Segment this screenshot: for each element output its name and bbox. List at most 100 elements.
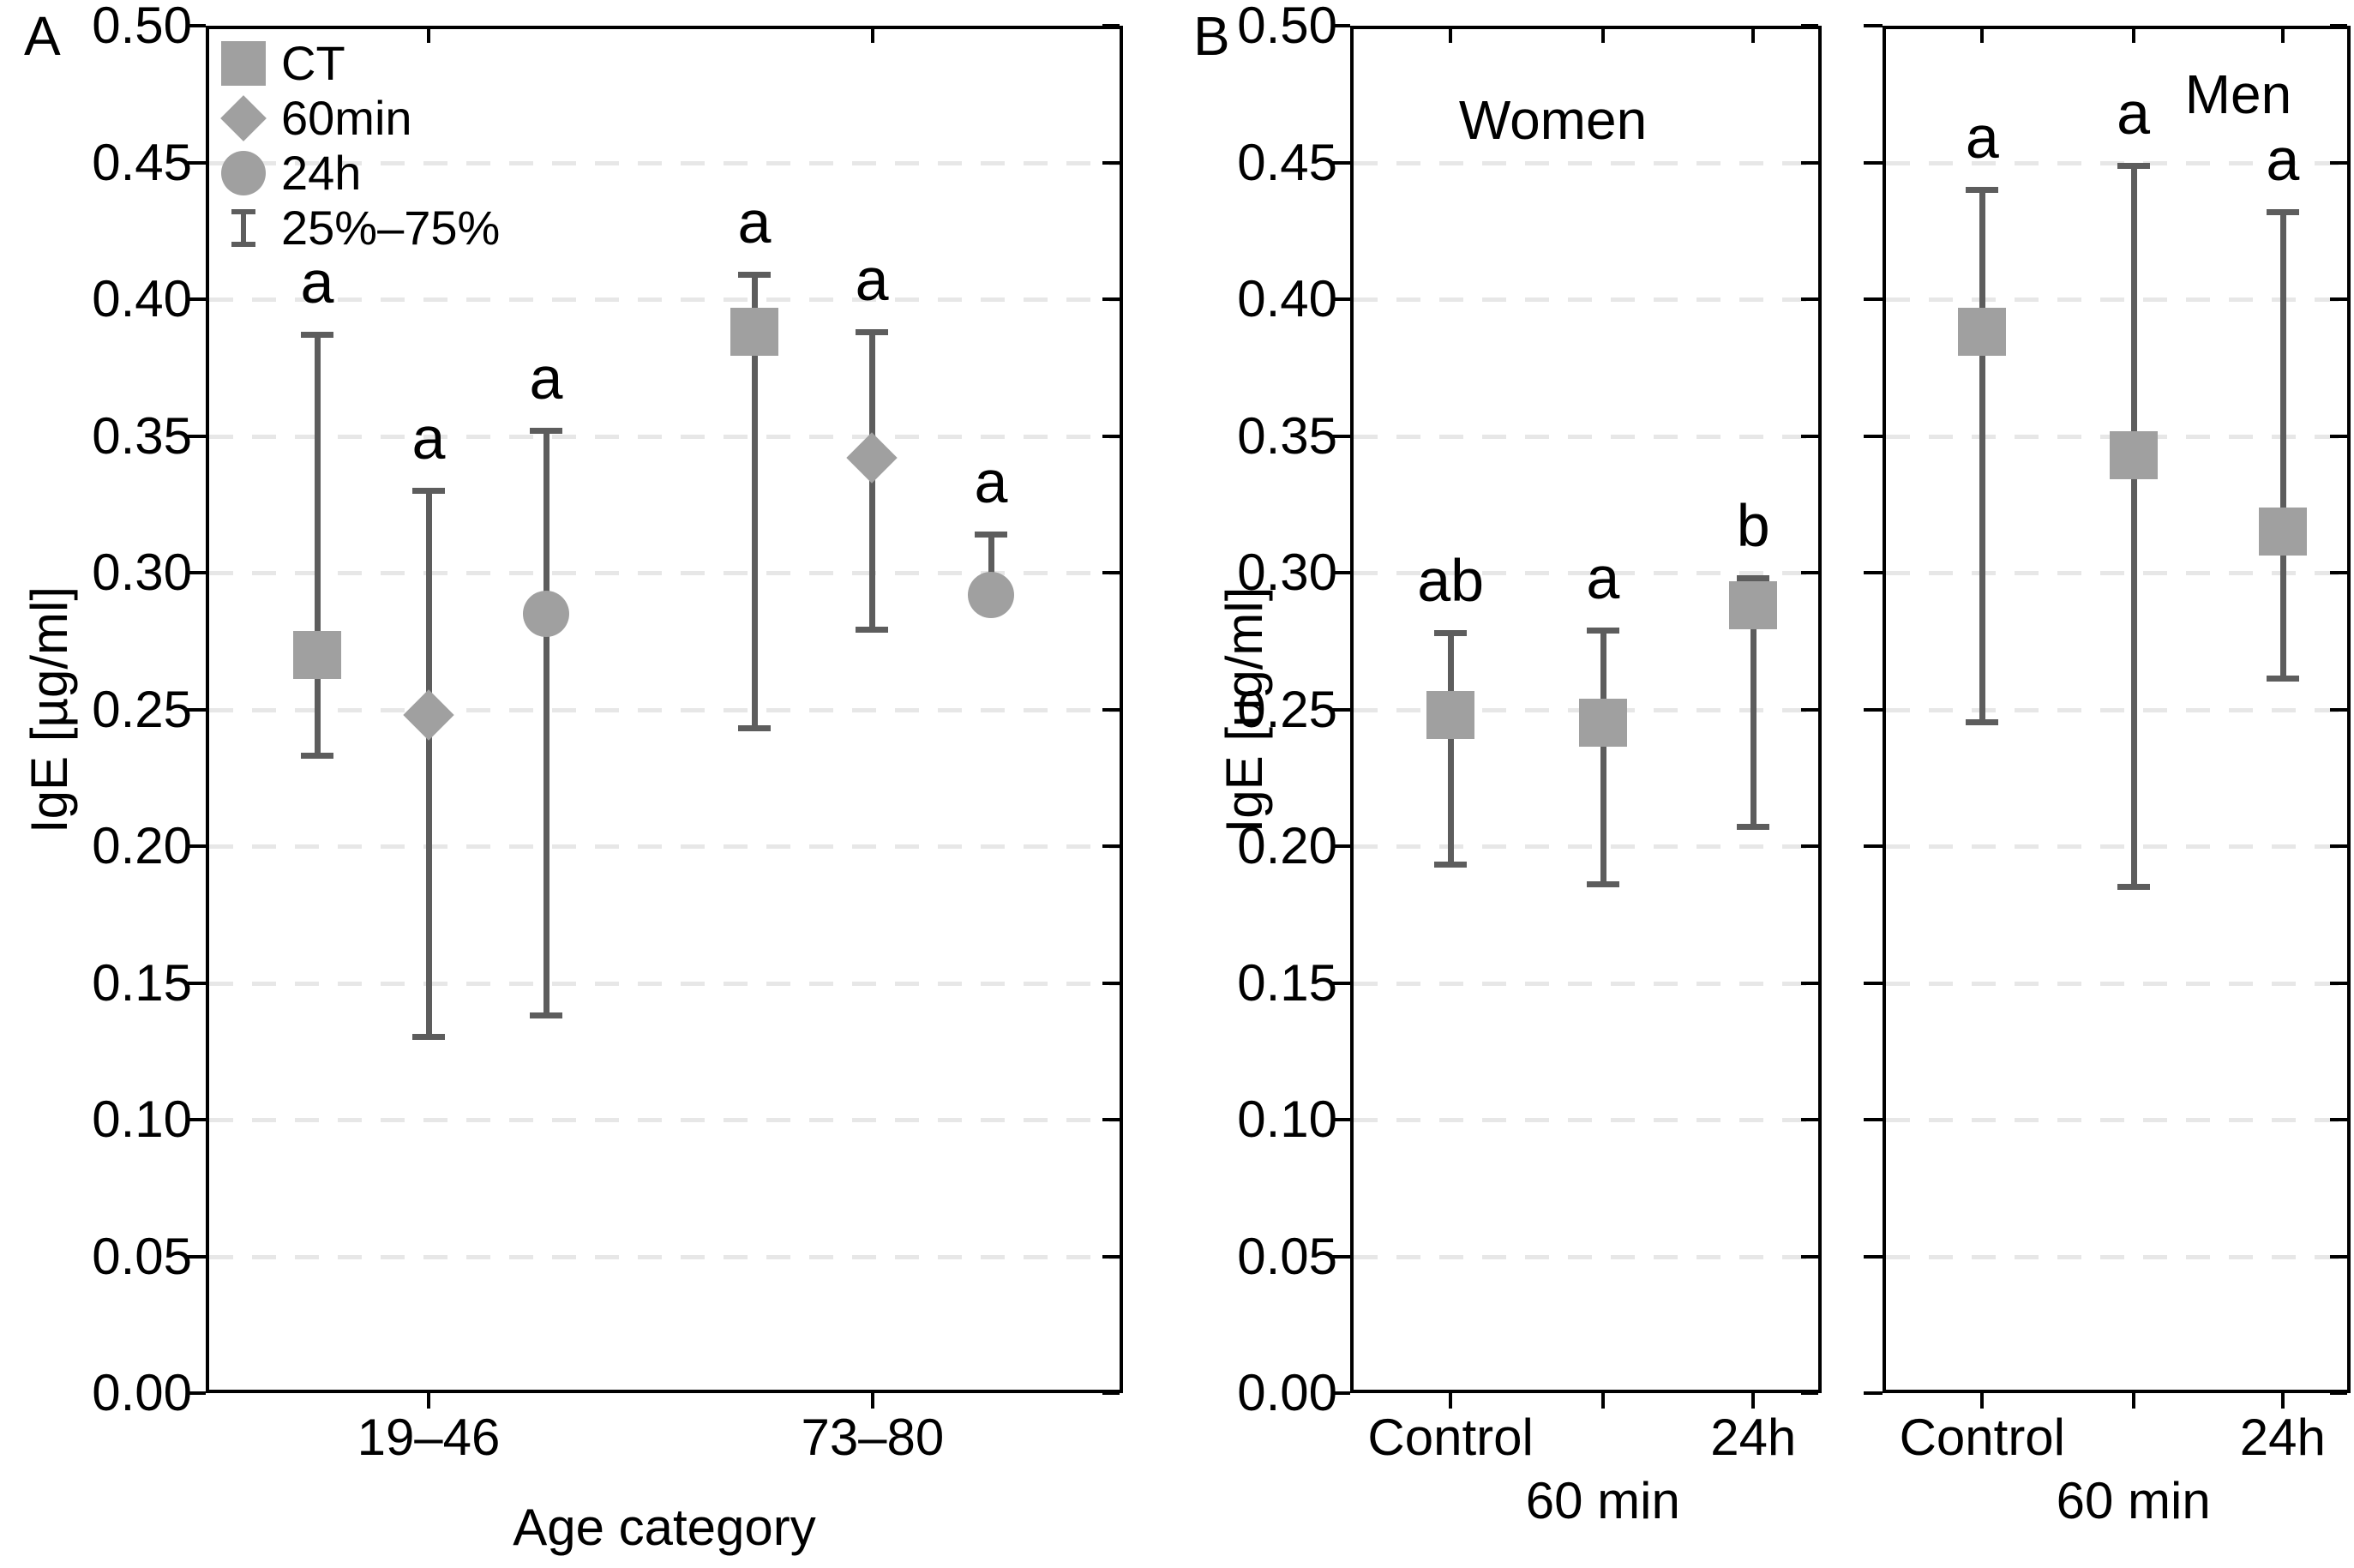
y-tick-right [2330, 1254, 2347, 1259]
y-tick-right [1801, 571, 1818, 574]
gridline [1886, 707, 2347, 712]
significance-letter: ab [1417, 547, 1485, 615]
x-tick-label: 24h [2239, 1409, 2326, 1466]
x-tick-top [2280, 29, 2285, 43]
y-tick-left [187, 1391, 206, 1395]
x-tick-top [427, 29, 430, 43]
y-tick-right [1801, 24, 1818, 27]
whisker-cap-upper [737, 272, 771, 279]
frame-right [2347, 26, 2351, 1393]
y-tick-left [1331, 981, 1350, 985]
y-tick-left [1864, 1254, 1883, 1259]
y-tick-right [1102, 707, 1120, 712]
panel-b-men-plot-area: Men a a a Control 24h 60 min [1864, 24, 2351, 1527]
gridline [1886, 160, 2347, 165]
whisker [751, 274, 758, 729]
whisker [543, 430, 549, 1016]
gridline [209, 571, 1120, 575]
whisker-cap-upper [412, 488, 445, 495]
y-tick-right [1102, 571, 1120, 574]
y-tick-left [1864, 160, 1883, 165]
y-tick-left [1331, 434, 1350, 438]
panel-a-letter: A [24, 5, 61, 67]
gridline [1886, 297, 2347, 302]
frame-top [1883, 26, 2351, 29]
frame-top [206, 26, 1123, 29]
significance-letter: a [1965, 104, 1999, 171]
significance-letter: a [974, 448, 1008, 516]
legend-item: 25%–75% [218, 201, 500, 255]
gridline [1354, 571, 1818, 575]
whisker [1600, 629, 1606, 885]
panel-a-y-tick-labels: 0.00 0.05 0.10 0.15 0.20 0.25 0.30 0.35 0.40 0.45… [0, 0, 192, 1419]
y-tick-right [1801, 1254, 1818, 1259]
x-tick-bottom [1751, 1393, 1756, 1409]
gridline [1886, 571, 2347, 575]
gridline [1886, 1254, 2347, 1259]
x-tick-top [1600, 29, 1605, 43]
y-tick-label: 0.20 [1237, 817, 1337, 874]
marker-square [1729, 581, 1778, 630]
legend-errorbar-cap [231, 209, 255, 214]
y-tick-left [187, 160, 206, 165]
whisker [1448, 633, 1455, 866]
x-tick-label: Control [1367, 1409, 1534, 1466]
whisker-cap-lower [1586, 880, 1619, 887]
y-tick-right [2330, 297, 2347, 301]
marker-diamond [403, 689, 454, 741]
significance-letter: a [2266, 125, 2300, 193]
legend-marker-circle-icon [218, 147, 269, 199]
y-tick-right [1801, 297, 1818, 301]
panel-b-letter: B [1193, 5, 1230, 67]
panel-b-women-plot-area: Women ab a b Control 24h 60 min [1331, 24, 1822, 1527]
marker-square [2109, 430, 2158, 479]
y-tick-right [1102, 1254, 1120, 1259]
y-tick-right [1801, 981, 1818, 985]
frame-right [1120, 26, 1123, 1393]
significance-letter: a [737, 189, 772, 256]
y-tick-right [1102, 434, 1120, 438]
gridline [1354, 160, 1818, 165]
marker-square [2258, 508, 2307, 556]
whisker-cap-lower [529, 1012, 562, 1018]
y-tick-right [2330, 844, 2347, 848]
significance-letter: a [300, 249, 334, 316]
legend-circle [221, 151, 266, 195]
y-tick-left [187, 434, 206, 438]
whisker-cap-lower [1966, 719, 1999, 726]
y-tick-label: 0.10 [92, 1090, 192, 1148]
y-tick-label: 0.10 [1237, 1090, 1337, 1148]
x-tick-bottom [1980, 1393, 1985, 1409]
y-tick-right [1102, 981, 1120, 985]
y-tick-label: 0.25 [92, 680, 192, 738]
legend-label: 24h [281, 146, 362, 200]
gridline [1886, 1118, 2347, 1122]
y-tick-left [1331, 571, 1350, 574]
legend-marker-errorbar-icon [218, 202, 269, 254]
y-tick-left [187, 571, 206, 574]
y-tick-left [1864, 844, 1883, 848]
gridline [1354, 981, 1818, 986]
x-tick-label: 73–80 [801, 1409, 945, 1466]
y-tick-label: 0.40 [1237, 270, 1337, 327]
gridline [209, 434, 1120, 439]
y-tick-left [1864, 24, 1883, 27]
y-tick-left [1864, 981, 1883, 985]
whisker-cap-lower [1434, 862, 1468, 868]
whisker [426, 490, 432, 1038]
frame-right [1818, 26, 1822, 1393]
legend-item: 24h [218, 146, 500, 201]
whisker [2130, 165, 2137, 887]
y-tick-right [1102, 844, 1120, 848]
y-tick-label: 0.05 [1237, 1227, 1337, 1285]
whisker-cap-lower [737, 724, 771, 731]
frame-bottom [1350, 1390, 1822, 1393]
x-tick-top [1980, 29, 1985, 43]
significance-letter: b [1736, 492, 1770, 560]
panel-b-y-tick-labels: 0.00 0.05 0.10 0.15 0.20 0.25 0.30 0.35 0.40 0.45… [1198, 0, 1337, 1419]
y-tick-left [187, 297, 206, 301]
y-tick-left [1864, 1118, 1883, 1121]
marker-square [730, 308, 778, 357]
whisker-cap-upper [1737, 575, 1770, 582]
